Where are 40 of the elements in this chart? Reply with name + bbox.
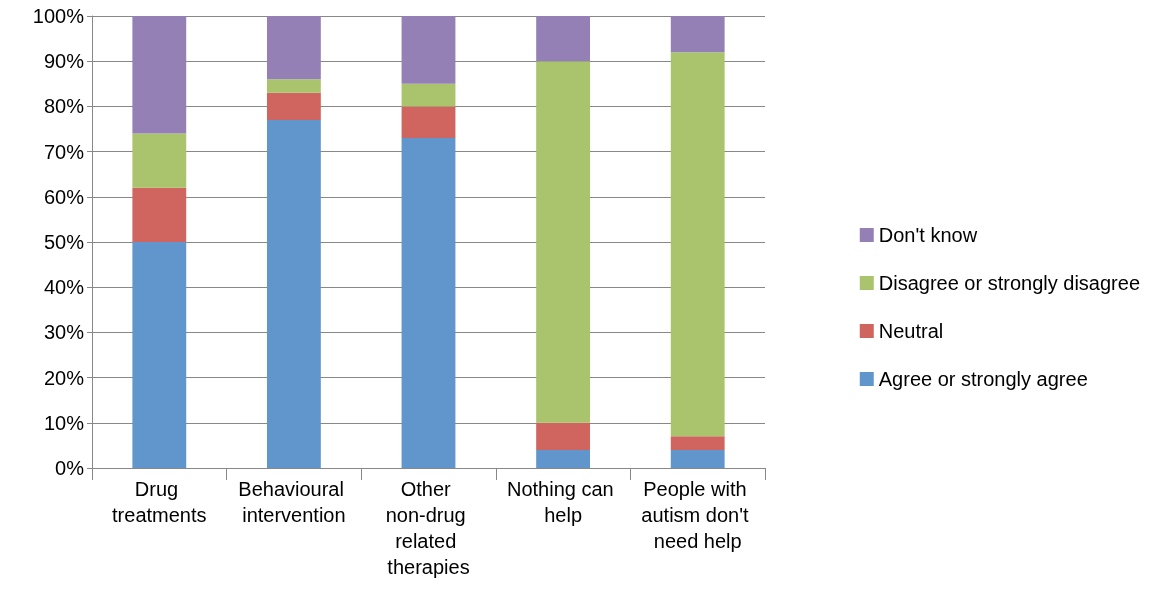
bar [536,16,591,62]
y-tick-label: 100% [32,5,85,27]
bar [266,92,321,120]
bar [132,187,187,242]
bar [132,16,187,134]
bar [132,133,187,188]
bar [536,422,591,450]
y-tick-label: 10% [43,411,85,434]
bar [536,61,591,423]
x-tick-label: People with autism don't need help [641,478,755,552]
x-tick-label: Nothing can help [506,478,620,526]
bar [401,106,456,139]
bar [266,119,321,468]
y-tick-label: 60% [43,185,85,208]
y-tick-label: 50% [43,231,85,253]
x-tick-label: Behavioural intervention [238,478,350,526]
bar [266,79,321,93]
legend-label: Disagree or strongly disagree [878,272,1141,294]
x-tick-label: Other non-drug related therapies [385,478,472,578]
bar [670,52,725,437]
y-tick-label: 40% [43,276,85,299]
y-tick-label: 30% [43,321,85,344]
y-tick-label: 20% [43,366,85,389]
legend-label: Agree or strongly agree [878,368,1088,390]
y-tick-label: 90% [43,50,85,73]
bar [401,138,456,468]
y-tick-label: 0% [55,457,85,479]
bar [536,449,591,468]
bar [266,16,321,80]
legend-label: Don't know [878,224,978,246]
x-tick-label: Drug treatments [112,478,207,526]
bar [401,83,456,107]
y-tick-label: 80% [43,95,85,118]
bar [132,242,187,468]
bar [401,16,456,84]
bar [670,449,725,468]
legend-label: Neutral [878,320,944,342]
bar [670,16,725,53]
y-tick-label: 70% [43,140,85,163]
bar [670,436,725,450]
